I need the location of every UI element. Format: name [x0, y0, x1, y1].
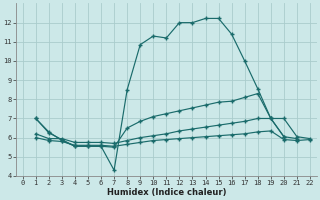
X-axis label: Humidex (Indice chaleur): Humidex (Indice chaleur) — [107, 188, 226, 197]
